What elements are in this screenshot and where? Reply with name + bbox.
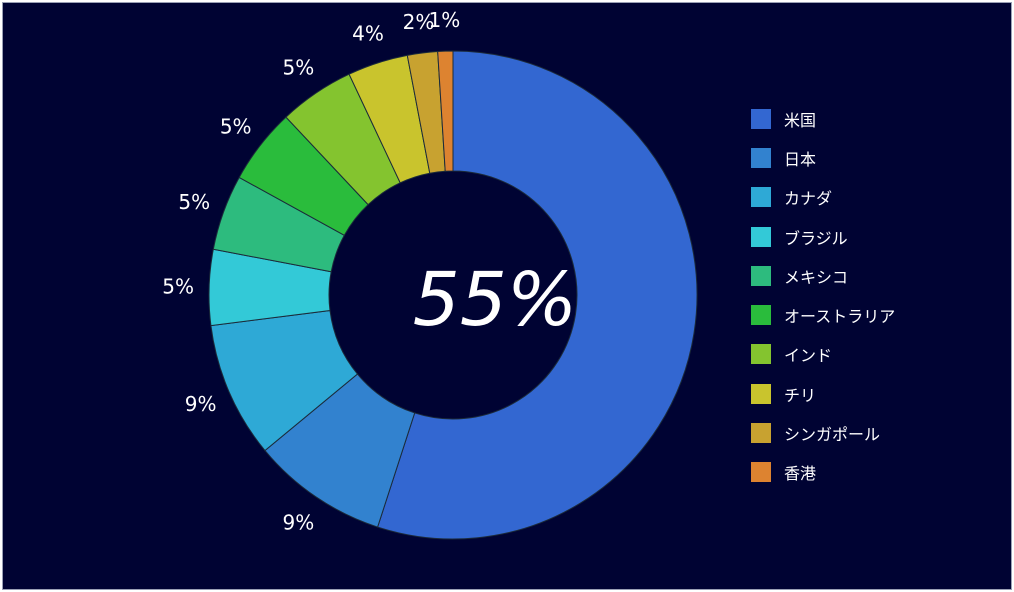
- legend-swatch: [751, 226, 771, 247]
- legend-item: チリ: [751, 374, 895, 413]
- legend-item: ブラジル: [751, 217, 895, 256]
- pct-label-7: 4%: [352, 22, 384, 46]
- legend-swatch: [751, 108, 771, 129]
- legend-swatch: [751, 305, 771, 326]
- legend: 米国日本カナダブラジルメキシコオーストラリア インドチリシンガポール 香港: [751, 99, 895, 492]
- pct-label-8: 2%: [403, 10, 435, 34]
- pct-label-9: 1%: [429, 8, 461, 32]
- pct-label-3: 5%: [162, 274, 194, 298]
- legend-swatch: [751, 383, 771, 404]
- legend-label: オーストラリア: [784, 307, 896, 327]
- legend-item: 米国: [751, 99, 895, 138]
- legend-item: カナダ: [751, 178, 895, 217]
- donut-slices: [208, 50, 698, 540]
- pct-label-2: 9%: [185, 392, 217, 416]
- pct-label-1: 9%: [283, 510, 315, 534]
- legend-swatch: [751, 147, 771, 168]
- pct-label-4: 5%: [178, 190, 210, 214]
- legend-label: 香港: [784, 464, 817, 484]
- legend-item: 日本: [751, 138, 895, 177]
- center-label: 55%: [413, 257, 577, 343]
- pct-label-6: 5%: [283, 56, 315, 80]
- legend-label: ブラジル: [784, 228, 848, 248]
- pct-label-5: 5%: [220, 115, 252, 139]
- slice-0: [376, 50, 698, 540]
- legend-label: カナダ: [784, 189, 833, 209]
- legend-swatch: [751, 187, 771, 208]
- legend-label: メキシコ: [784, 267, 849, 287]
- legend-label: シンガポール: [784, 425, 881, 445]
- donut-chart: 9% 9% 5% 5% 5% 5% 4% 2%1% 55%: [162, 8, 698, 540]
- slice-9: [437, 50, 454, 172]
- legend-label: 日本: [784, 149, 817, 169]
- legend-swatch: [751, 423, 771, 444]
- legend-label: 米国: [784, 110, 817, 130]
- legend-label: チリ: [784, 385, 817, 405]
- legend-item: メキシコ: [751, 256, 895, 295]
- percentage-labels: 9% 9% 5% 5% 5% 5% 4% 2%1%: [162, 8, 460, 534]
- legend-swatch: [751, 344, 771, 365]
- legend-swatch: [751, 265, 771, 286]
- legend-item: インド: [751, 335, 895, 374]
- legend-label: インド: [784, 346, 833, 366]
- legend-item: オーストラリア: [751, 295, 895, 334]
- legend-swatch: [751, 462, 771, 483]
- legend-item: 香港: [751, 453, 895, 492]
- legend-item: シンガポール: [751, 413, 895, 452]
